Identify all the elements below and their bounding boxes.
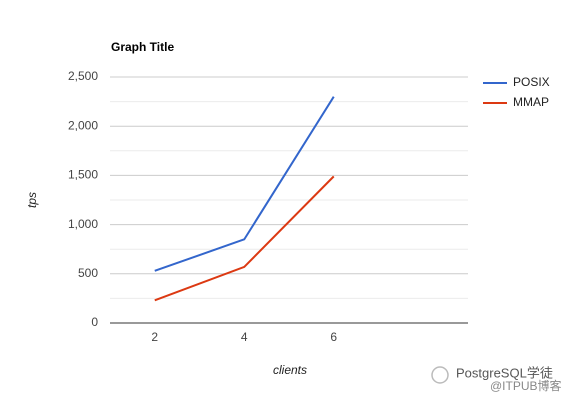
watermark-source: @ITPUB博客 (490, 378, 562, 393)
y-tick-label: 1,000 (68, 217, 98, 231)
chart-title: Graph Title (111, 40, 174, 54)
y-tick-label: 2,000 (68, 118, 98, 132)
watermark-icon (431, 366, 449, 384)
x-axis-label: clients (273, 363, 307, 377)
y-tick-label: 2,500 (68, 69, 98, 83)
y-tick-label: 0 (91, 315, 98, 329)
legend-label: POSIX (513, 75, 550, 89)
y-tick-label: 1,500 (68, 168, 98, 182)
watermark: PostgreSQL学徒 @ITPUB博客 (431, 365, 562, 393)
watermark-account: PostgreSQL学徒 (456, 365, 553, 380)
y-tick-label: 500 (78, 266, 98, 280)
line-series (154, 175, 335, 302)
line-series (154, 96, 335, 272)
x-tick-label: 6 (330, 330, 337, 344)
legend-label: MMAP (513, 95, 549, 109)
x-tick-label: 4 (241, 330, 248, 344)
x-tick-label: 2 (151, 330, 158, 344)
y-axis-label: tps (25, 192, 39, 208)
